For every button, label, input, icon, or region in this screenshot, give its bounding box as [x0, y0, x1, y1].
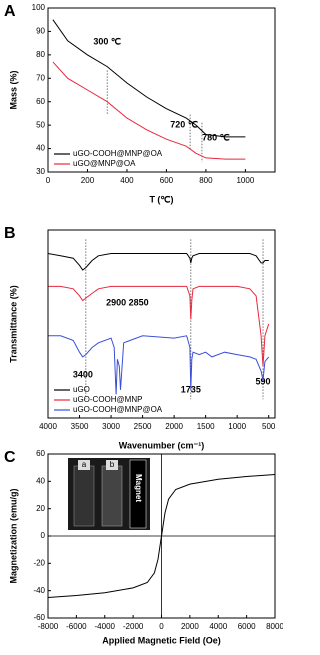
series-line — [47, 253, 269, 271]
x-tick-label: -4000 — [95, 622, 116, 631]
x-tick-label: 6000 — [238, 622, 256, 631]
series-line — [48, 285, 270, 367]
x-tick-label: 2000 — [165, 422, 183, 431]
magnet-label: Magnet — [134, 474, 143, 502]
y-tick-label: 50 — [36, 120, 45, 129]
series-line — [52, 61, 246, 160]
legend-label: uGO-COOH@MNP@OA — [73, 149, 163, 158]
magnet — [129, 459, 147, 529]
annotation: 3400 — [73, 369, 93, 379]
legend-label: uGO@MNP@OA — [73, 159, 136, 168]
y-tick-label: 30 — [36, 167, 45, 176]
x-tick-label: 0 — [159, 622, 164, 631]
legend-label: uGO-COOH@MNP@OA — [73, 405, 163, 414]
y-tick-label: 40 — [36, 144, 45, 153]
annotation: 590 — [256, 376, 271, 386]
y-axis-label: Magnetization (emu/g) — [8, 489, 18, 584]
x-tick-label: 4000 — [39, 422, 57, 431]
x-tick-label: 800 — [199, 176, 213, 185]
plot-frame — [47, 7, 276, 173]
y-tick-label: 70 — [36, 73, 45, 82]
panel-label: C — [4, 449, 16, 466]
legend-label: uGO-COOH@MNP — [73, 395, 142, 404]
vial-label: b — [110, 460, 115, 469]
x-tick-label: 1000 — [236, 176, 254, 185]
vial — [73, 465, 95, 527]
vial-label-bg — [78, 460, 90, 470]
vial — [101, 465, 123, 527]
x-tick-label: 3000 — [102, 422, 120, 431]
y-tick-label: 60 — [36, 97, 45, 106]
y-tick-label: 40 — [36, 476, 45, 485]
x-tick-label: 1000 — [228, 422, 246, 431]
y-axis-label: Transmittance (%) — [8, 285, 18, 363]
x-tick-label: 1500 — [197, 422, 215, 431]
y-tick-label: -60 — [33, 613, 45, 622]
x-tick-label: 3500 — [71, 422, 89, 431]
series-line — [47, 474, 276, 598]
x-tick-label: 600 — [160, 176, 174, 185]
annotation: 720 ℃ — [170, 119, 198, 129]
vial-label: a — [82, 460, 87, 469]
legend-label: uGO — [73, 385, 90, 394]
x-tick-label: 4000 — [209, 622, 227, 631]
plot-frame — [47, 229, 276, 419]
y-tick-label: 80 — [36, 50, 45, 59]
x-tick-label: 200 — [81, 176, 95, 185]
y-tick-label: -40 — [33, 586, 45, 595]
vial-label-bg — [106, 460, 118, 470]
series-line — [48, 335, 270, 395]
x-tick-label: -8000 — [38, 622, 59, 631]
panel-label: B — [4, 225, 16, 242]
series-line — [52, 19, 246, 138]
x-tick-label: 2500 — [134, 422, 152, 431]
annotation: 2900 2850 — [106, 297, 149, 307]
y-axis-label: Mass (%) — [8, 70, 18, 109]
panel-label: A — [4, 3, 16, 20]
x-tick-label: 8000 — [266, 622, 283, 631]
y-tick-label: 20 — [36, 504, 45, 513]
annotation: 300 ℃ — [93, 36, 121, 46]
y-tick-label: 60 — [36, 449, 45, 458]
y-tick-label: 0 — [41, 531, 46, 540]
x-axis-label: Wavenumber (cm⁻¹) — [119, 440, 204, 450]
x-tick-label: 500 — [262, 422, 276, 431]
x-tick-label: -6000 — [66, 622, 87, 631]
x-axis-label: T (℃) — [149, 194, 173, 204]
x-tick-label: -2000 — [123, 622, 144, 631]
x-tick-label: 2000 — [181, 622, 199, 631]
x-axis-label: Applied Magnetic Field (Oe) — [102, 635, 221, 645]
x-tick-label: 400 — [120, 176, 134, 185]
y-tick-label: 100 — [32, 3, 46, 12]
plot-frame — [47, 453, 276, 619]
y-tick-label: 90 — [36, 27, 45, 36]
x-tick-label: 0 — [46, 176, 51, 185]
annotation: 780 ℃ — [202, 132, 230, 142]
y-tick-label: -20 — [33, 558, 45, 567]
